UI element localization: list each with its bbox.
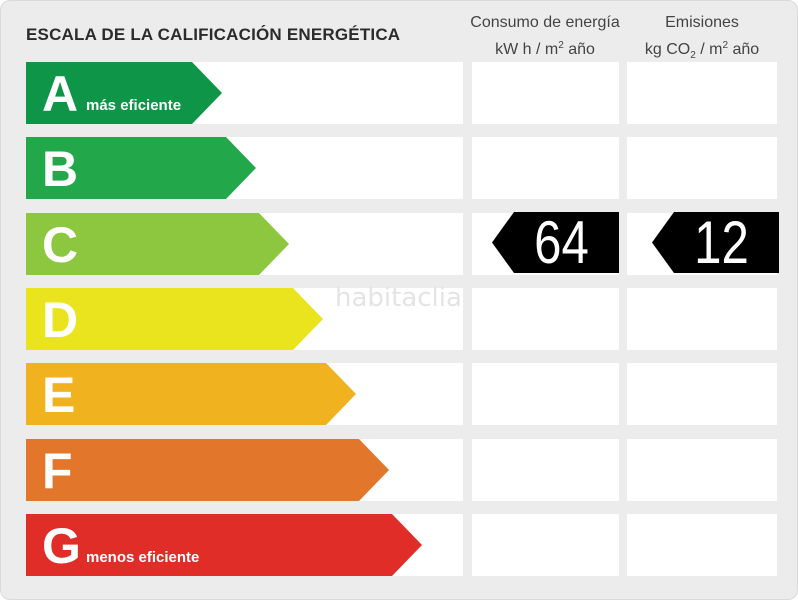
- rating-bar-f: F: [26, 439, 389, 501]
- rating-arrow-g: [26, 514, 422, 576]
- energy-value: 64: [514, 212, 608, 273]
- emissions-cell-b: [627, 137, 777, 199]
- energy-cell-f: [472, 439, 619, 501]
- chart-title: ESCALA DE LA CALIFICACIÓN ENERGÉTICA: [26, 25, 400, 45]
- energy-cell-g: [472, 514, 619, 576]
- rating-bar-d: D: [26, 288, 323, 350]
- rating-arrow-f: [26, 439, 389, 501]
- emissions-value: 12: [674, 212, 768, 273]
- rating-bar-b: B: [26, 137, 256, 199]
- energy-column-unit: kW h / m2 año: [463, 34, 627, 61]
- rating-letter-g: G: [42, 518, 81, 574]
- rating-letter-b: B: [42, 141, 78, 197]
- emissions-cell-d: [627, 288, 777, 350]
- emissions-value-marker: 12: [652, 212, 779, 273]
- rating-letter-c: C: [42, 217, 78, 273]
- rating-letter-d: D: [42, 292, 78, 348]
- energy-cell-d: [472, 288, 619, 350]
- emissions-cell-g: [627, 514, 777, 576]
- emissions-cell-a: [627, 62, 777, 124]
- rating-letter-a: A: [42, 66, 78, 122]
- emissions-column-title: Emisiones: [623, 11, 781, 34]
- energy-column-title: Consumo de energía: [463, 11, 627, 34]
- energy-value-marker: 64: [492, 212, 619, 273]
- rating-sublabel-a: más eficiente: [86, 97, 181, 114]
- emissions-cell-f: [627, 439, 777, 501]
- energy-cell-e: [472, 363, 619, 425]
- emissions-column-header: Emisiones kg CO2 / m2 año: [623, 11, 781, 67]
- rating-bar-c: C: [26, 213, 289, 275]
- rating-letter-f: F: [42, 443, 73, 499]
- rating-letter-e: E: [42, 367, 75, 423]
- rating-arrow-e: [26, 363, 356, 425]
- emissions-cell-e: [627, 363, 777, 425]
- rating-bar-e: E: [26, 363, 356, 425]
- energy-cell-b: [472, 137, 619, 199]
- energy-cell-a: [472, 62, 619, 124]
- rating-sublabel-g: menos eficiente: [86, 549, 199, 566]
- watermark: habitaclia: [335, 283, 462, 313]
- energy-column-header: Consumo de energía kW h / m2 año: [463, 11, 627, 61]
